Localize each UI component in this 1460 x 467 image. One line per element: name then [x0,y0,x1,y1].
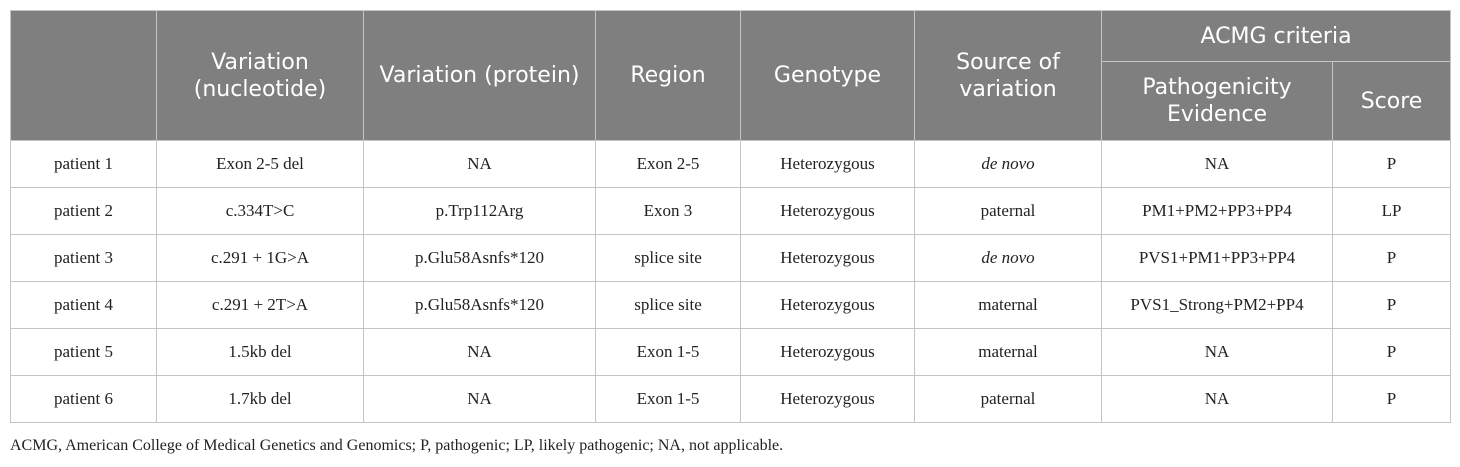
cell-region: Exon 1-5 [595,375,741,423]
cell-source: maternal [914,281,1102,329]
cell-score: P [1331,140,1452,188]
cell-score: LP [1331,187,1452,235]
cell-evidence: PVS1+PM1+PP3+PP4 [1101,234,1333,282]
cell-score: P [1331,281,1452,329]
cell-patient: patient 6 [10,375,157,423]
cell-region: splice site [595,234,741,282]
table-row: patient 6 1.7kb del NA Exon 1-5 Heterozy… [10,375,1452,423]
cell-evidence: PVS1_Strong+PM2+PP4 [1101,281,1333,329]
header-variation-protein: Variation (protein) [363,10,596,141]
cell-genotype: Heterozygous [740,187,915,235]
table-header: Variation (nucleotide) Variation (protei… [10,10,1452,141]
cell-source: maternal [914,328,1102,376]
cell-evidence: NA [1101,375,1333,423]
cell-protein: p.Trp112Arg [363,187,596,235]
cell-source: paternal [914,375,1102,423]
table-row: patient 5 1.5kb del NA Exon 1-5 Heterozy… [10,328,1452,376]
table-row: patient 4 c.291 + 2T>A p.Glu58Asnfs*120 … [10,281,1452,329]
cell-protein: NA [363,140,596,188]
cell-patient: patient 4 [10,281,157,329]
cell-source: de novo [914,234,1102,282]
cell-genotype: Heterozygous [740,281,915,329]
cell-evidence: NA [1101,140,1333,188]
cell-patient: patient 1 [10,140,157,188]
cell-patient: patient 5 [10,328,157,376]
cell-nucleotide: c.291 + 2T>A [156,281,364,329]
cell-region: Exon 3 [595,187,741,235]
cell-nucleotide: 1.5kb del [156,328,364,376]
cell-region: Exon 2-5 [595,140,741,188]
header-blank [10,10,157,141]
cell-score: P [1331,234,1452,282]
cell-evidence: NA [1101,328,1333,376]
header-genotype: Genotype [740,10,915,141]
cell-protein: NA [363,375,596,423]
header-pathogenicity-evidence: Pathogenicity Evidence [1101,61,1333,141]
cell-protein: NA [363,328,596,376]
cell-region: splice site [595,281,741,329]
cell-nucleotide: 1.7kb del [156,375,364,423]
cell-source: de novo [914,140,1102,188]
cell-protein: p.Glu58Asnfs*120 [363,234,596,282]
cell-region: Exon 1-5 [595,328,741,376]
header-source-of-variation: Source of variation [914,10,1102,141]
cell-genotype: Heterozygous [740,140,915,188]
cell-protein: p.Glu58Asnfs*120 [363,281,596,329]
header-score: Score [1331,61,1452,141]
cell-genotype: Heterozygous [740,375,915,423]
cell-patient: patient 2 [10,187,157,235]
cell-evidence: PM1+PM2+PP3+PP4 [1101,187,1333,235]
table-body: patient 1 Exon 2-5 del NA Exon 2-5 Heter… [10,140,1452,423]
table-row: patient 3 c.291 + 1G>A p.Glu58Asnfs*120 … [10,234,1452,282]
header-row-top: Variation (nucleotide) Variation (protei… [10,10,1452,141]
cell-score: P [1331,328,1452,376]
variants-table-container: Variation (nucleotide) Variation (protei… [10,10,1452,423]
cell-genotype: Heterozygous [740,328,915,376]
table-row: patient 2 c.334T>C p.Trp112Arg Exon 3 He… [10,187,1452,235]
header-region: Region [595,10,741,141]
header-variation-nucleotide: Variation (nucleotide) [156,10,364,141]
cell-nucleotide: c.291 + 1G>A [156,234,364,282]
table-row: patient 1 Exon 2-5 del NA Exon 2-5 Heter… [10,140,1452,188]
cell-score: P [1331,375,1452,423]
table-footnote: ACMG, American College of Medical Geneti… [10,437,784,454]
cell-patient: patient 3 [10,234,157,282]
cell-nucleotide: c.334T>C [156,187,364,235]
cell-source: paternal [914,187,1102,235]
variants-table: Variation (nucleotide) Variation (protei… [10,10,1452,423]
header-acmg-criteria: ACMG criteria [1100,10,1452,62]
cell-nucleotide: Exon 2-5 del [156,140,364,188]
cell-genotype: Heterozygous [740,234,915,282]
header-row-bottom: Pathogenicity Evidence Score [11,61,1452,141]
